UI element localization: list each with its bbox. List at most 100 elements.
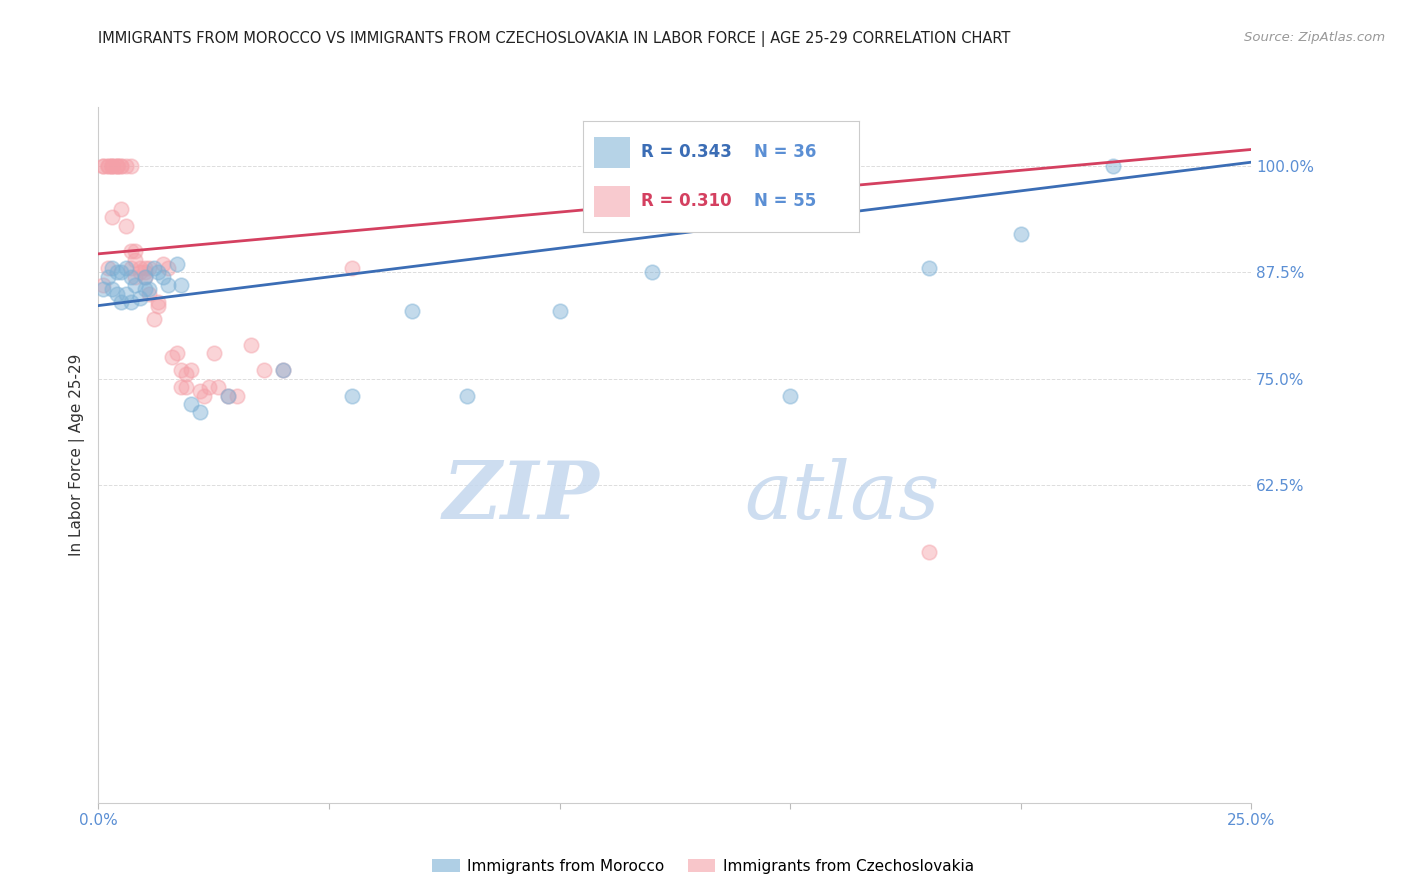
Text: R = 0.310: R = 0.310 — [641, 192, 731, 211]
Point — [340, 388, 363, 402]
Point — [101, 160, 124, 174]
Text: Source: ZipAtlas.com: Source: ZipAtlas.com — [1244, 31, 1385, 45]
Point — [124, 278, 146, 293]
Point — [174, 380, 197, 394]
Point — [120, 295, 142, 310]
Point — [101, 160, 124, 174]
Point — [156, 261, 179, 276]
Y-axis label: In Labor Force | Age 25-29: In Labor Force | Age 25-29 — [69, 354, 86, 556]
Point — [97, 261, 120, 276]
Point — [138, 286, 160, 301]
Text: N = 55: N = 55 — [754, 192, 817, 211]
Point — [239, 337, 262, 351]
Point — [110, 202, 132, 216]
Point — [401, 303, 423, 318]
Point — [225, 388, 247, 402]
Point — [105, 160, 128, 174]
Point — [91, 283, 114, 297]
Point — [110, 160, 132, 174]
Point — [548, 303, 571, 318]
Point — [134, 283, 156, 297]
Point — [166, 257, 188, 271]
Point — [134, 269, 156, 284]
Point — [115, 219, 138, 233]
Point — [271, 363, 294, 377]
Point — [110, 295, 132, 310]
Point — [115, 286, 138, 301]
Text: R = 0.343: R = 0.343 — [641, 143, 731, 161]
Point — [188, 384, 211, 399]
Point — [152, 269, 174, 284]
Text: IMMIGRANTS FROM MOROCCO VS IMMIGRANTS FROM CZECHOSLOVAKIA IN LABOR FORCE | AGE 2: IMMIGRANTS FROM MOROCCO VS IMMIGRANTS FR… — [98, 31, 1011, 47]
Point — [97, 160, 120, 174]
Point — [129, 265, 152, 279]
Point — [340, 261, 363, 276]
Point — [129, 261, 152, 276]
Point — [91, 160, 114, 174]
Point — [115, 261, 138, 276]
Legend: Immigrants from Morocco, Immigrants from Czechoslovakia: Immigrants from Morocco, Immigrants from… — [426, 853, 980, 880]
Point — [217, 388, 239, 402]
Point — [156, 278, 179, 293]
Point — [120, 160, 142, 174]
Point — [170, 278, 193, 293]
Point — [160, 351, 183, 365]
Point — [148, 295, 170, 310]
Point — [641, 265, 664, 279]
Point — [110, 160, 132, 174]
Point — [152, 257, 174, 271]
Point — [115, 160, 138, 174]
Point — [97, 269, 120, 284]
Point — [198, 380, 221, 394]
Point — [271, 363, 294, 377]
Point — [105, 286, 128, 301]
Point — [101, 211, 124, 225]
Point — [134, 261, 156, 276]
Text: ZIP: ZIP — [443, 458, 600, 535]
Point — [105, 160, 128, 174]
Point — [253, 363, 276, 377]
Point — [917, 545, 939, 559]
Point — [97, 160, 120, 174]
Point — [142, 312, 165, 326]
Point — [193, 388, 215, 402]
Bar — [593, 136, 630, 168]
Point — [124, 269, 146, 284]
Point — [101, 160, 124, 174]
Point — [180, 363, 202, 377]
Point — [134, 269, 156, 284]
Point — [174, 368, 197, 382]
Point — [91, 160, 114, 174]
Point — [124, 244, 146, 259]
Point — [129, 291, 152, 305]
Point — [779, 388, 801, 402]
Point — [91, 278, 114, 293]
Point — [917, 261, 939, 276]
Point — [105, 265, 128, 279]
Point — [188, 405, 211, 419]
Point — [120, 269, 142, 284]
Point — [120, 244, 142, 259]
Point — [124, 252, 146, 267]
Point — [1102, 160, 1125, 174]
Point — [207, 380, 229, 394]
Point — [134, 265, 156, 279]
Point — [170, 380, 193, 394]
Point — [142, 261, 165, 276]
Point — [170, 363, 193, 377]
Point — [166, 346, 188, 360]
Text: atlas: atlas — [744, 458, 939, 535]
Point — [101, 283, 124, 297]
Point — [138, 283, 160, 297]
Point — [148, 300, 170, 314]
Bar — [593, 186, 630, 217]
Point — [120, 261, 142, 276]
Point — [217, 388, 239, 402]
Point — [202, 346, 225, 360]
Point — [110, 265, 132, 279]
Point — [180, 397, 202, 411]
Point — [1010, 227, 1032, 242]
Point — [105, 160, 128, 174]
Text: N = 36: N = 36 — [754, 143, 817, 161]
Point — [138, 261, 160, 276]
